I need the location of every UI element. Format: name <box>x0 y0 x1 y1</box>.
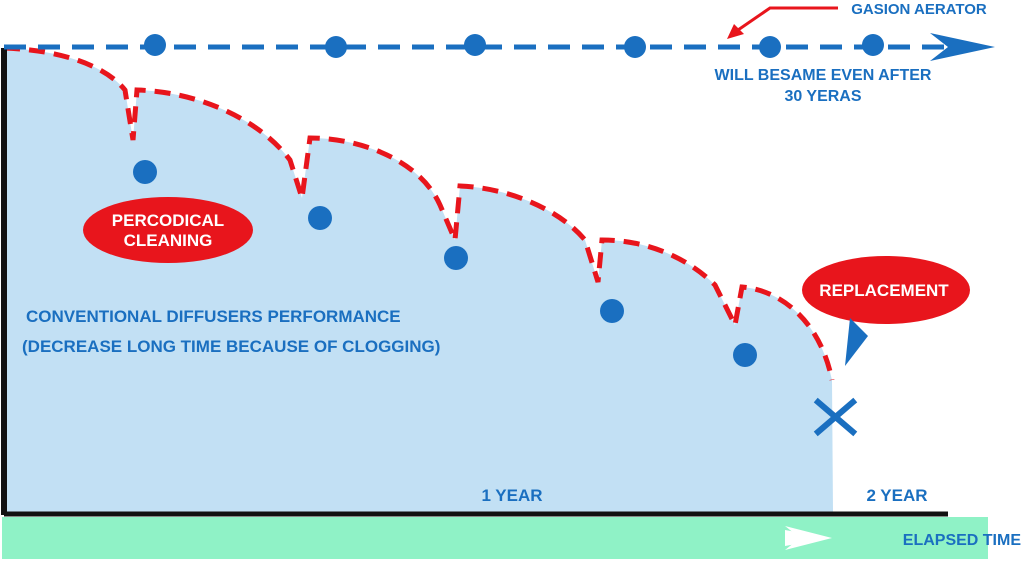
two-year-label: 2 YEAR <box>866 486 927 505</box>
aerator-arrow-icon <box>930 33 995 61</box>
aerator-callout-arrowhead <box>727 24 744 39</box>
conventional-label-line2: (DECREASE LONG TIME BECAUSE OF CLOGGING) <box>22 337 440 356</box>
degradation-curve <box>3 45 835 381</box>
aerator-marker <box>624 36 646 58</box>
x-cross-icon <box>813 397 858 437</box>
aerator-marker <box>759 36 781 58</box>
periodic-cleaning-label-line2: CLEANING <box>124 231 213 250</box>
replacement-pointer <box>845 318 868 366</box>
elapsed-time-bar <box>2 517 988 559</box>
cleaning-marker <box>444 246 468 270</box>
cleaning-marker <box>308 206 332 230</box>
one-year-label: 1 YEAR <box>481 486 542 505</box>
aerator-callout-line <box>737 6 838 32</box>
cleaning-marker <box>733 343 757 367</box>
elapsed-time-label: ELAPSED TIME <box>903 532 1022 549</box>
periodic-cleaning-badge <box>83 197 253 263</box>
aerator-marker <box>325 36 347 58</box>
cleaning-marker <box>600 299 624 323</box>
aerator-marker <box>144 34 166 56</box>
aerator-marker <box>862 34 884 56</box>
time-arrow-head <box>785 526 832 550</box>
periodic-cleaning-label-line1: PERCODICAL <box>112 211 224 230</box>
same-after-label-line2: 30 YERAS <box>784 88 861 105</box>
gasion-aerator-label: GASION AERATOR <box>851 1 987 18</box>
conventional-label-line1: CONVENTIONAL DIFFUSERS PERFORMANCE <box>26 307 401 326</box>
replacement-badge <box>802 256 970 324</box>
same-after-label-line1: WILL BESAME EVEN AFTER <box>715 67 932 84</box>
cleaning-marker <box>133 160 157 184</box>
aerator-marker <box>464 34 486 56</box>
replacement-label: REPLACEMENT <box>819 281 949 300</box>
conventional-performance-area <box>4 48 833 512</box>
